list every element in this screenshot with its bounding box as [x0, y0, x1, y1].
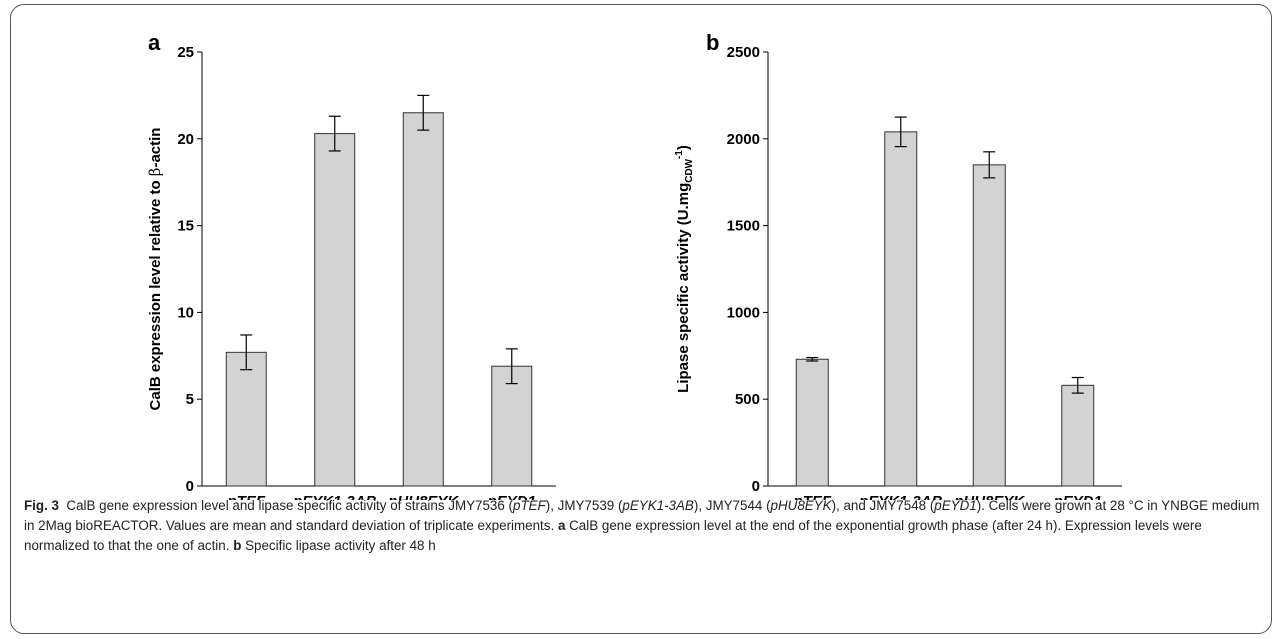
caption-text: ). Cells were grown at 28 °C in YNBGE me…	[24, 498, 1260, 533]
category-label-pTEF: pTEF	[793, 493, 832, 500]
category-label-pEYD1: pEYD1	[487, 493, 536, 500]
y-tick-label: 25	[177, 44, 194, 61]
bar-pHU8EYK	[972, 164, 1006, 487]
y-tick-label: 500	[735, 391, 760, 408]
y-axis-label-subscript: CDW	[684, 158, 695, 182]
panel-a-chart: a 0 5 10 15 20 25 pTEF pEYK1-3AB pHU8EYK pEYD1 CalB…	[146, 30, 556, 500]
caption-italic: pEYK1-3AB	[622, 498, 694, 513]
category-label-pHU8EYK: pHU8EYK	[387, 493, 459, 500]
y-axis-label-text: CalB expression level relative to	[147, 176, 164, 410]
y-tick-label: 2500	[727, 44, 760, 61]
caption-text: ), JMY7544 (	[693, 498, 771, 513]
figure-charts: a 0 5 10 15 20 25 pTEF pEYK1-3AB pHU8EYK pEYD1 CalB…	[146, 30, 1122, 500]
y-axis-label-beta: β	[146, 168, 164, 177]
y-axis-label: Lipase specific activity (U.mgCDW-1)	[674, 145, 695, 393]
caption-panel-a-ref: a	[557, 518, 566, 533]
category-label-pEYK1-3AB: pEYK1-3AB	[858, 493, 943, 500]
caption-text: CalB gene expression level at the end of…	[24, 518, 1202, 553]
y-tick-label: 15	[177, 218, 194, 235]
y-axis-label: CalB expression level relative to β-acti…	[146, 128, 164, 411]
caption-panel-b-ref: b	[233, 538, 242, 553]
y-tick-label: 2000	[727, 131, 760, 148]
y-tick-label: 0	[186, 478, 194, 495]
caption-italic: pTEF	[513, 498, 546, 513]
bar-pTEF	[795, 358, 829, 487]
bar-pTEF	[225, 351, 267, 487]
caption-text: ), JMY7539 (	[545, 498, 623, 513]
figure-caption: Fig. 3 CalB gene expression level and li…	[24, 496, 1260, 556]
figure-frame	[10, 4, 1272, 634]
bar-pEYD1	[491, 365, 533, 487]
bar-pHU8EYK	[402, 112, 444, 487]
caption-fig-label: Fig. 3	[24, 498, 59, 513]
y-tick-label: 1000	[727, 304, 760, 321]
y-tick-label: 1500	[727, 218, 760, 235]
y-axis-label-superscript: -1	[674, 150, 685, 159]
category-label-pEYK1-3AB: pEYK1-3AB	[292, 493, 377, 500]
caption-text: Specific lipase activity after 48 h	[245, 538, 436, 553]
panel-a-letter: a	[148, 30, 161, 55]
bar-pEYK1-3AB	[314, 133, 356, 487]
caption-text: CalB gene expression level and lipase sp…	[66, 498, 513, 513]
y-tick-label: 10	[177, 304, 194, 321]
y-tick-label: 0	[752, 478, 760, 495]
y-axis-label-text: -actin	[147, 128, 164, 168]
category-label-pTEF: pTEF	[227, 493, 266, 500]
caption-text: ), and JMY7548 (	[831, 498, 935, 513]
panel-b-letter: b	[706, 30, 719, 55]
y-tick-label: 20	[177, 131, 194, 148]
caption-italic: pHU8EYK	[770, 498, 832, 513]
category-label-pEYD1: pEYD1	[1053, 493, 1102, 500]
panel-b-chart: b 0 500 1000 1500 2000 2500 pTEF pEYK1-3AB pHU8EY…	[674, 30, 1122, 500]
caption-italic: pEYD1	[934, 498, 977, 513]
y-axis-label-text: Lipase specific activity (U.mg	[675, 183, 692, 393]
bar-pEYK1-3AB	[884, 131, 918, 487]
category-label-pHU8EYK: pHU8EYK	[953, 493, 1025, 500]
y-tick-label: 5	[186, 391, 194, 408]
y-axis-label-text: )	[675, 145, 692, 150]
bar-pEYD1	[1061, 384, 1095, 487]
